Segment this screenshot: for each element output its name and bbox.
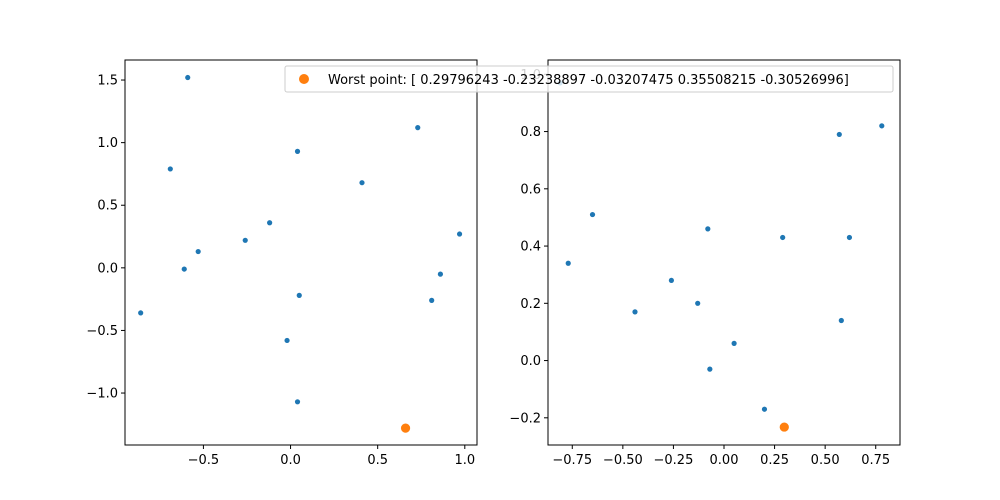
right-xtick-label-0: −0.75 (552, 453, 592, 468)
right-xtick-label-6: 0.75 (861, 453, 890, 468)
right-series0-point-13 (707, 366, 713, 372)
right-xtick-label-4: 0.25 (760, 453, 789, 468)
legend-frame (284, 65, 894, 93)
legend: Worst point: [ 0.29796243 -0.23238897 -0… (284, 65, 894, 93)
left-axes-frame (124, 59, 478, 446)
left-series0-point-7 (242, 237, 248, 243)
right-series0-point-1 (879, 123, 885, 129)
right-xtick-label-5: 0.50 (811, 453, 840, 468)
left-series0-point-9 (181, 266, 187, 272)
right-ytick-label-2: 0.2 (520, 297, 541, 312)
right-series0-point-10 (632, 309, 638, 315)
left-series0-point-12 (429, 297, 435, 303)
legend-marker (299, 74, 309, 84)
right-series0-point-4 (705, 226, 711, 232)
subplot-left: −0.5 0.0 0.5 1.0 −1.0 −0.5 0.0 0.5 1.0 1.5 (86, 59, 478, 468)
left-series0-point-13 (138, 310, 144, 316)
right-xtick-label-1: −0.50 (603, 453, 643, 468)
left-series0-point-10 (437, 271, 444, 277)
right-series0-point-6 (846, 234, 853, 241)
left-series0-point-3 (167, 166, 173, 172)
right-series0-point-2 (836, 131, 842, 138)
left-ytick-label-0: −1.0 (86, 387, 118, 402)
right-series0-point-11 (838, 317, 844, 324)
left-ytick-label-5: 1.5 (97, 74, 118, 89)
left-series0-point-4 (359, 180, 365, 186)
right-ytick-label-4: 0.6 (520, 182, 541, 197)
right-xtick-label-2: −0.25 (654, 453, 694, 468)
left-xtick-label-0: −0.5 (188, 453, 220, 468)
left-series0-point-11 (296, 292, 302, 298)
right-series0-point-8 (668, 277, 675, 284)
left-xtick-label-1: 0.0 (280, 453, 301, 468)
legend-label: Worst point: [ 0.29796243 -0.23238897 -0… (328, 73, 849, 88)
left-series0-point-14 (284, 337, 290, 344)
left-series0-point-2 (294, 148, 301, 154)
left-xtick-label-2: 0.5 (367, 453, 388, 468)
left-series0-point-8 (195, 248, 201, 255)
left-ytick-label-3: 0.5 (97, 199, 118, 214)
right-series0-point-3 (589, 211, 596, 218)
right-ytick-label-5: 0.8 (520, 125, 541, 140)
right-series0-point-14 (761, 406, 768, 412)
right-series1-point-0 (779, 422, 789, 432)
right-axes-frame (547, 59, 901, 446)
left-series0-point-5 (267, 220, 273, 226)
left-ytick-label-1: −0.5 (86, 324, 118, 339)
right-ytick-label-0: −0.2 (509, 411, 541, 426)
right-series0-point-12 (731, 340, 737, 346)
left-series0-point-6 (456, 231, 463, 237)
left-xtick-label-3: 1.0 (454, 453, 475, 468)
right-xtick-label-3: 0.00 (710, 453, 739, 468)
right-ytick-label-1: 0.0 (520, 354, 541, 369)
right-series0-point-9 (695, 300, 701, 306)
subplot-right: −0.75 −0.50 −0.25 0.00 0.25 0.50 0.75 −0.2 0.0 0.… (509, 59, 901, 468)
right-series0-point-7 (565, 260, 571, 266)
left-ytick-label-2: 0.0 (97, 261, 118, 276)
left-ytick-label-4: 1.0 (97, 136, 118, 151)
right-ytick-label-3: 0.4 (520, 240, 541, 255)
left-series0-point-15 (294, 399, 301, 405)
left-series0-point-0 (185, 74, 191, 81)
right-series0-point-5 (780, 234, 786, 241)
left-series0-point-1 (415, 125, 421, 131)
left-series1-point-0 (400, 423, 411, 433)
